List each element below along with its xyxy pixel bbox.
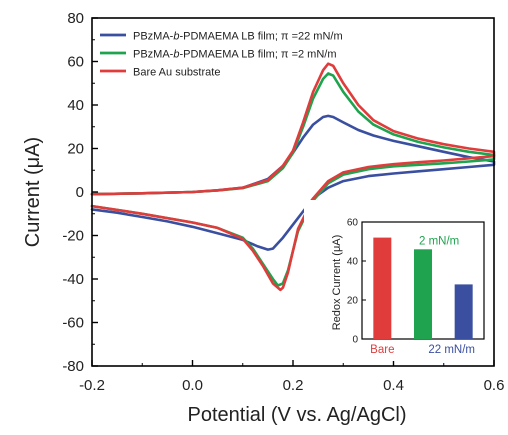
inset-bar-0 bbox=[373, 237, 392, 339]
inset-bar-2 bbox=[454, 284, 473, 339]
inset-category-label: Bare bbox=[370, 344, 394, 356]
x-tick-label: -0.2 bbox=[79, 377, 105, 394]
inset-bar-1 bbox=[414, 249, 432, 339]
inset-y-tick-label: 0 bbox=[352, 335, 358, 346]
y-tick-label: 80 bbox=[67, 10, 84, 27]
x-tick-label: 0.0 bbox=[182, 377, 203, 394]
inset-bar-chart: 60 40 20 0 Redox Current (μA) Bare 2 mN/m 22 mN… bbox=[304, 200, 490, 361]
legend-entry-label: PBzMA-b-PDMAEMA LB film; π =22 mN/m bbox=[133, 31, 343, 43]
legend: PBzMA-b-PDMAEMA LB film; π =22 mN/m PBzMA… bbox=[100, 31, 343, 79]
y-tick-label: 60 bbox=[67, 54, 84, 71]
main-plot-axes: -0.2 0.0 0.2 0.4 0.6 80 60 40 20 0 -20 -40 -60 -80 Pot… bbox=[22, 10, 504, 426]
y-tick-label: 0 bbox=[76, 184, 84, 201]
y-axis-label: Current (μA) bbox=[22, 137, 44, 247]
legend-entry-label: Bare Au substrate bbox=[133, 67, 220, 79]
y-tick-label: -40 bbox=[62, 271, 84, 288]
inset-y-axis-label: Redox Current (μA) bbox=[331, 235, 343, 331]
y-tick-label: 40 bbox=[67, 97, 84, 114]
y-tick-label: -60 bbox=[62, 315, 84, 332]
inset-y-tick-label: 20 bbox=[347, 296, 359, 307]
x-tick-label: 0.6 bbox=[484, 377, 505, 394]
inset-category-label: 22 mN/m bbox=[428, 344, 475, 356]
y-tick-label: 20 bbox=[67, 141, 84, 158]
x-tick-label: 0.4 bbox=[383, 377, 404, 394]
y-tick-label: -80 bbox=[62, 358, 84, 375]
inset-y-tick-label: 40 bbox=[347, 257, 359, 268]
x-tick-label: 0.2 bbox=[283, 377, 304, 394]
inset-category-label: 2 mN/m bbox=[419, 235, 459, 247]
x-axis-label: Potential (V vs. Ag/AgCl) bbox=[188, 404, 407, 426]
inset-y-tick-label: 60 bbox=[347, 218, 359, 229]
y-tick-label: -20 bbox=[62, 228, 84, 245]
legend-entry-label: PBzMA-b-PDMAEMA LB film; π =2 mN/m bbox=[133, 49, 337, 61]
